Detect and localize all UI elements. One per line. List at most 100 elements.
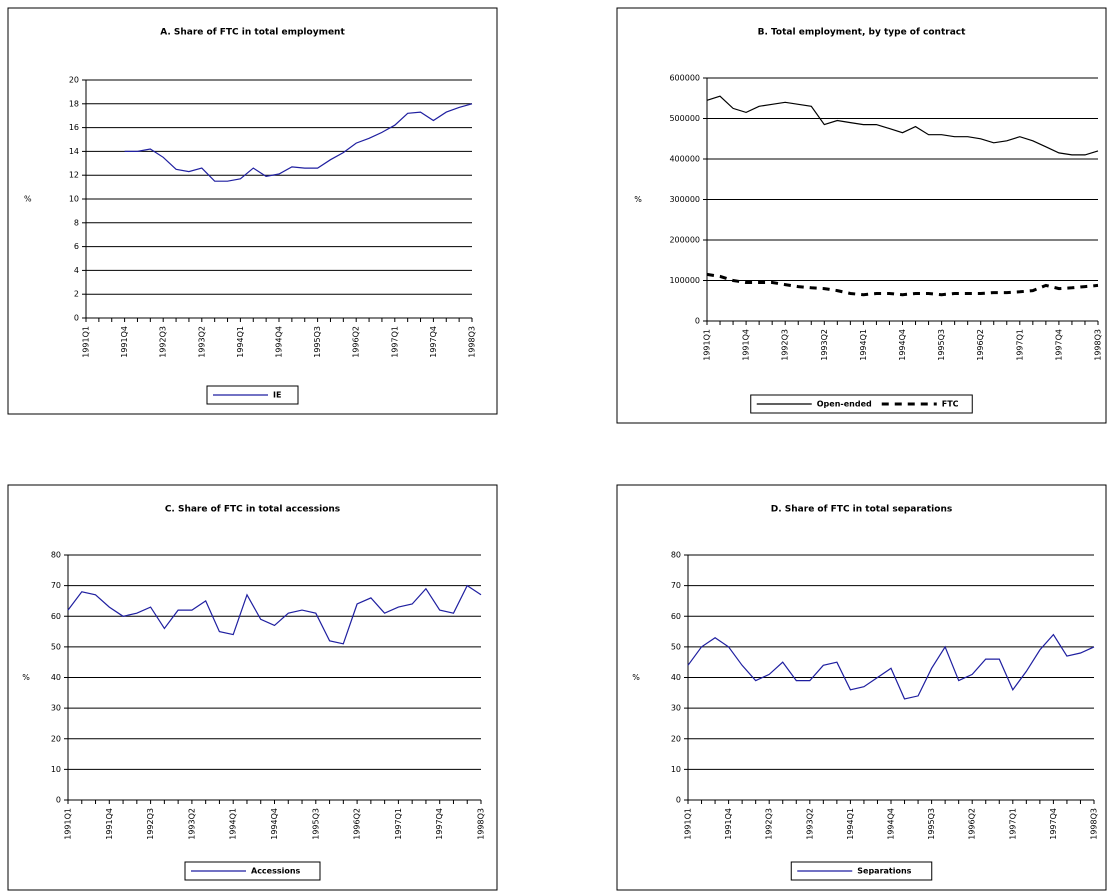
legend-label: Accessions — [251, 867, 301, 876]
y-tick-label: 20 — [51, 734, 61, 743]
x-tick-label: 1994Q1 — [859, 329, 868, 361]
y-tick-label: 0 — [56, 796, 61, 805]
series-line — [124, 103, 473, 182]
y-tick-label: 0 — [74, 314, 79, 323]
series-line — [67, 584, 482, 645]
y-tick-label: 12 — [69, 171, 79, 180]
chart-title: A. Share of FTC in total employment — [160, 28, 345, 38]
chart-panel: A. Share of FTC in total employment 0 2 4 6 8… — [7, 7, 498, 415]
y-tick-label: 2 — [74, 290, 79, 299]
x-tick-label: 1991Q1 — [684, 808, 693, 840]
y-axis-label: % — [634, 195, 642, 204]
x-tick-label: 1993Q2 — [820, 329, 829, 361]
x-tick-label: 1998Q3 — [468, 326, 477, 358]
y-tick-label: 6 — [74, 242, 79, 251]
x-tick-label: 1993Q2 — [805, 808, 814, 840]
y-tick-label: 50 — [51, 642, 61, 651]
x-tick-label: 1991Q4 — [742, 329, 751, 361]
y-tick-label: 0 — [676, 796, 681, 805]
x-tick-label: 1997Q1 — [390, 326, 399, 358]
y-tick-label: 18 — [69, 99, 79, 108]
legend-label: FTC — [942, 400, 959, 409]
x-tick-label: 1996Q2 — [976, 329, 985, 361]
chart-panel: C. Share of FTC in total accessions 0 10 20… — [7, 484, 498, 891]
legend-box — [750, 394, 973, 414]
x-tick-label: 1997Q1 — [1008, 808, 1017, 840]
legend-label: Separations — [857, 867, 911, 876]
x-tick-label: 1997Q1 — [1015, 329, 1024, 361]
y-axis-label: % — [24, 195, 32, 204]
y-tick-label: 80 — [51, 551, 61, 560]
y-tick-label: 0 — [695, 317, 700, 326]
panel-frame — [7, 484, 498, 891]
series-line — [706, 95, 1099, 156]
x-tick-label: 1997Q4 — [1054, 329, 1063, 361]
y-tick-label: 80 — [671, 551, 681, 560]
y-tick-label: 40 — [51, 673, 61, 682]
x-tick-label: 1994Q4 — [887, 808, 896, 840]
x-tick-label: 1994Q1 — [846, 808, 855, 840]
chart-panel: D. Share of FTC in total separations 0 10 2… — [616, 484, 1107, 891]
y-tick-label: 30 — [671, 704, 681, 713]
x-tick-label: 1991Q1 — [703, 329, 712, 361]
x-tick-label: 1993Q2 — [197, 326, 206, 358]
x-tick-label: 1998Q3 — [1094, 329, 1103, 361]
panel-frame — [616, 7, 1107, 424]
x-tick-label: 1996Q2 — [352, 326, 361, 358]
x-tick-label: 1994Q4 — [270, 808, 279, 840]
x-tick-label: 1998Q3 — [477, 808, 486, 840]
x-tick-label: 1994Q4 — [275, 326, 284, 358]
y-tick-label: 10 — [671, 765, 681, 774]
y-tick-label: 16 — [69, 123, 79, 132]
y-tick-label: 70 — [51, 581, 61, 590]
x-tick-label: 1998Q3 — [1090, 808, 1099, 840]
y-tick-label: 10 — [69, 195, 79, 204]
legend-box — [790, 861, 933, 881]
series-line — [687, 633, 1095, 700]
y-tick-label: 60 — [51, 612, 61, 621]
y-tick-label: 500000 — [669, 114, 700, 123]
y-tick-label: 30 — [51, 704, 61, 713]
x-tick-label: 1991Q4 — [105, 808, 114, 840]
x-tick-label: 1997Q4 — [429, 326, 438, 358]
y-tick-label: 100000 — [669, 276, 700, 285]
x-tick-label: 1992Q3 — [146, 808, 155, 840]
x-tick-label: 1997Q1 — [394, 808, 403, 840]
y-tick-label: 14 — [69, 147, 79, 156]
y-tick-label: 600000 — [669, 74, 700, 83]
x-tick-label: 1991Q4 — [120, 326, 129, 358]
x-tick-label: 1995Q3 — [313, 326, 322, 358]
y-tick-label: 200000 — [669, 236, 700, 245]
y-tick-label: 10 — [51, 765, 61, 774]
y-axis-label: % — [22, 673, 30, 682]
series-line — [706, 272, 1099, 297]
x-tick-label: 1994Q4 — [898, 329, 907, 361]
y-tick-label: 50 — [671, 642, 681, 651]
x-tick-label: 1997Q4 — [1049, 808, 1058, 840]
panel-frame — [7, 7, 498, 415]
x-tick-label: 1991Q4 — [724, 808, 733, 840]
chart-title: C. Share of FTC in total accessions — [165, 505, 340, 515]
x-tick-label: 1995Q3 — [937, 329, 946, 361]
y-tick-label: 400000 — [669, 155, 700, 164]
chart-panel: B. Total employment, by type of contract… — [616, 7, 1107, 424]
y-tick-label: 40 — [671, 673, 681, 682]
y-tick-label: 4 — [74, 266, 79, 275]
x-tick-label: 1995Q3 — [927, 808, 936, 840]
legend-box — [184, 861, 321, 881]
x-tick-label: 1992Q3 — [765, 808, 774, 840]
y-tick-label: 20 — [671, 734, 681, 743]
x-tick-label: 1994Q1 — [236, 326, 245, 358]
y-tick-label: 60 — [671, 612, 681, 621]
y-tick-label: 70 — [671, 581, 681, 590]
x-tick-label: 1995Q3 — [311, 808, 320, 840]
x-tick-label: 1992Q3 — [159, 326, 168, 358]
x-tick-label: 1994Q1 — [229, 808, 238, 840]
x-tick-label: 1996Q2 — [968, 808, 977, 840]
chart-title: B. Total employment, by type of contract — [758, 28, 967, 38]
legend-label: Open-ended — [817, 400, 872, 409]
x-tick-label: 1992Q3 — [781, 329, 790, 361]
x-tick-label: 1997Q4 — [435, 808, 444, 840]
chart-title: D. Share of FTC in total separations — [771, 505, 952, 515]
